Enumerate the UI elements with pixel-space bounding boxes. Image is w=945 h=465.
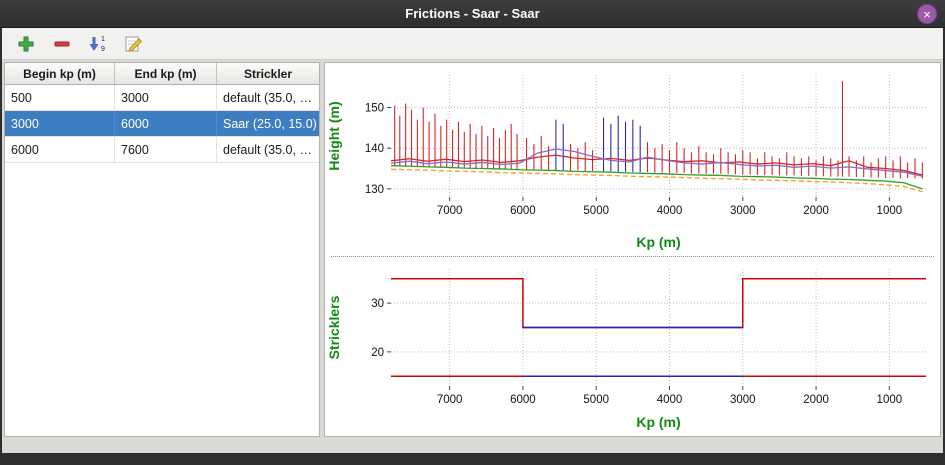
frictions-table: Begin kp (m) End kp (m) Strickler 500 300… bbox=[4, 62, 320, 437]
cell-strickler[interactable]: Saar (25.0, 15.0) bbox=[223, 116, 317, 131]
svg-text:7000: 7000 bbox=[437, 394, 463, 406]
svg-text:7000: 7000 bbox=[437, 205, 463, 217]
svg-text:6000: 6000 bbox=[510, 205, 536, 217]
svg-text:1000: 1000 bbox=[877, 205, 903, 217]
svg-text:1000: 1000 bbox=[877, 394, 903, 406]
remove-row-button[interactable] bbox=[48, 31, 76, 57]
stricklers-chart: 7000 6000 5000 4000 3000 2000 1000 20 30 Kp (m) St… bbox=[325, 261, 940, 433]
svg-text:5000: 5000 bbox=[583, 205, 609, 217]
cell-end-kp[interactable]: 3000 bbox=[115, 85, 217, 110]
plus-icon bbox=[17, 35, 35, 53]
table-row[interactable]: 500 3000 default (35.0, … bbox=[5, 85, 319, 111]
table-body: 500 3000 default (35.0, … 3000 6000 Saar (25.… bbox=[5, 85, 319, 163]
svg-text:20: 20 bbox=[371, 347, 384, 359]
close-button[interactable]: × bbox=[917, 4, 937, 24]
svg-text:130: 130 bbox=[365, 184, 384, 196]
edit-pencil-icon bbox=[124, 35, 144, 53]
sort-rows-button[interactable]: 1 9 bbox=[84, 31, 112, 57]
svg-text:Kp (m): Kp (m) bbox=[636, 414, 680, 430]
table-row[interactable]: 3000 6000 Saar (25.0, 15.0) bbox=[5, 111, 319, 137]
height-chart: 7000 6000 5000 4000 3000 2000 1000 130 140 150 Kp … bbox=[325, 63, 940, 253]
edit-row-button[interactable] bbox=[120, 31, 148, 57]
svg-text:9: 9 bbox=[101, 46, 105, 53]
cell-end-kp[interactable]: 7600 bbox=[115, 137, 217, 162]
column-header-strickler[interactable]: Strickler bbox=[243, 66, 293, 81]
svg-text:3000: 3000 bbox=[730, 205, 756, 217]
cell-begin-kp[interactable]: 6000 bbox=[5, 137, 115, 162]
column-header-begin-kp[interactable]: Begin kp (m) bbox=[5, 63, 115, 84]
chart-splitter[interactable] bbox=[331, 256, 934, 257]
cell-begin-kp[interactable]: 500 bbox=[5, 85, 115, 110]
svg-text:2000: 2000 bbox=[803, 205, 829, 217]
window-title: Frictions - Saar - Saar bbox=[405, 6, 540, 21]
svg-text:140: 140 bbox=[365, 143, 384, 155]
toolbar: 1 9 bbox=[2, 28, 943, 60]
cell-begin-kp[interactable]: 3000 bbox=[5, 111, 115, 136]
svg-text:Stricklers: Stricklers bbox=[326, 295, 342, 359]
svg-text:30: 30 bbox=[371, 298, 384, 310]
window-bottom-frame bbox=[0, 453, 945, 465]
svg-text:Height (m): Height (m) bbox=[326, 101, 342, 170]
add-row-button[interactable] bbox=[12, 31, 40, 57]
close-icon: × bbox=[923, 6, 931, 22]
svg-text:4000: 4000 bbox=[657, 205, 683, 217]
svg-text:1: 1 bbox=[101, 36, 105, 43]
minus-icon bbox=[53, 35, 71, 53]
column-header-end-kp[interactable]: End kp (m) bbox=[115, 63, 217, 84]
main-content: Begin kp (m) End kp (m) Strickler 500 300… bbox=[2, 60, 943, 453]
svg-text:Kp (m): Kp (m) bbox=[636, 234, 680, 250]
svg-text:150: 150 bbox=[365, 103, 384, 115]
svg-text:5000: 5000 bbox=[583, 394, 609, 406]
table-row[interactable]: 6000 7600 default (35.0, … bbox=[5, 137, 319, 163]
cell-strickler[interactable]: default (35.0, … bbox=[223, 142, 312, 157]
chart-panel: 7000 6000 5000 4000 3000 2000 1000 130 140 150 Kp … bbox=[324, 62, 941, 437]
svg-text:2000: 2000 bbox=[803, 394, 829, 406]
svg-text:6000: 6000 bbox=[510, 394, 536, 406]
cell-strickler[interactable]: default (35.0, … bbox=[223, 90, 312, 105]
table-header-row: Begin kp (m) End kp (m) Strickler bbox=[5, 63, 319, 85]
svg-text:3000: 3000 bbox=[730, 394, 756, 406]
svg-text:4000: 4000 bbox=[657, 394, 683, 406]
title-bar[interactable]: Frictions - Saar - Saar × bbox=[0, 0, 945, 28]
cell-end-kp[interactable]: 6000 bbox=[115, 111, 217, 136]
sort-1-9-icon: 1 9 bbox=[88, 34, 109, 53]
